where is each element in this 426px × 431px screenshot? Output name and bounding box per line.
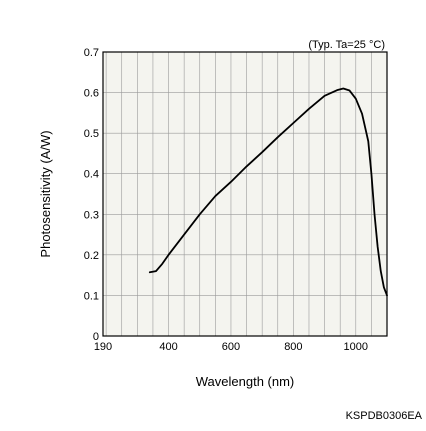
- x-tick-label: 400: [159, 341, 177, 353]
- y-tick-label: 0.4: [84, 169, 99, 181]
- photosensitivity-line: [148, 87, 388, 297]
- y-tick-label: 0.7: [84, 47, 99, 59]
- plot-area: [103, 52, 387, 336]
- axis-ticks: 190 400 600 800 1000 0 0.1 0.2 0.3 0.4 0.5 0.6 0.7: [84, 47, 368, 353]
- y-tick-label: 0.6: [84, 88, 99, 100]
- y-axis-label: Photosensitivity (A/W): [38, 130, 53, 257]
- y-tick-label: 0.2: [84, 250, 99, 262]
- x-tick-label: 1000: [344, 341, 368, 353]
- x-axis-label: Wavelength (nm): [196, 374, 295, 389]
- grid: [103, 52, 387, 336]
- x-tick-label: 600: [222, 341, 240, 353]
- y-tick-label: 0: [93, 331, 99, 343]
- x-tick-label: 190: [94, 341, 112, 353]
- y-tick-label: 0.3: [84, 209, 99, 221]
- condition-annotation: (Typ. Ta=25 °C): [308, 39, 385, 51]
- x-tick-label: 800: [284, 341, 302, 353]
- y-tick-label: 0.5: [84, 128, 99, 140]
- y-tick-label: 0.1: [84, 290, 99, 302]
- plot-frame: [102, 51, 388, 337]
- figure-code: KSPDB0306EA: [346, 410, 423, 422]
